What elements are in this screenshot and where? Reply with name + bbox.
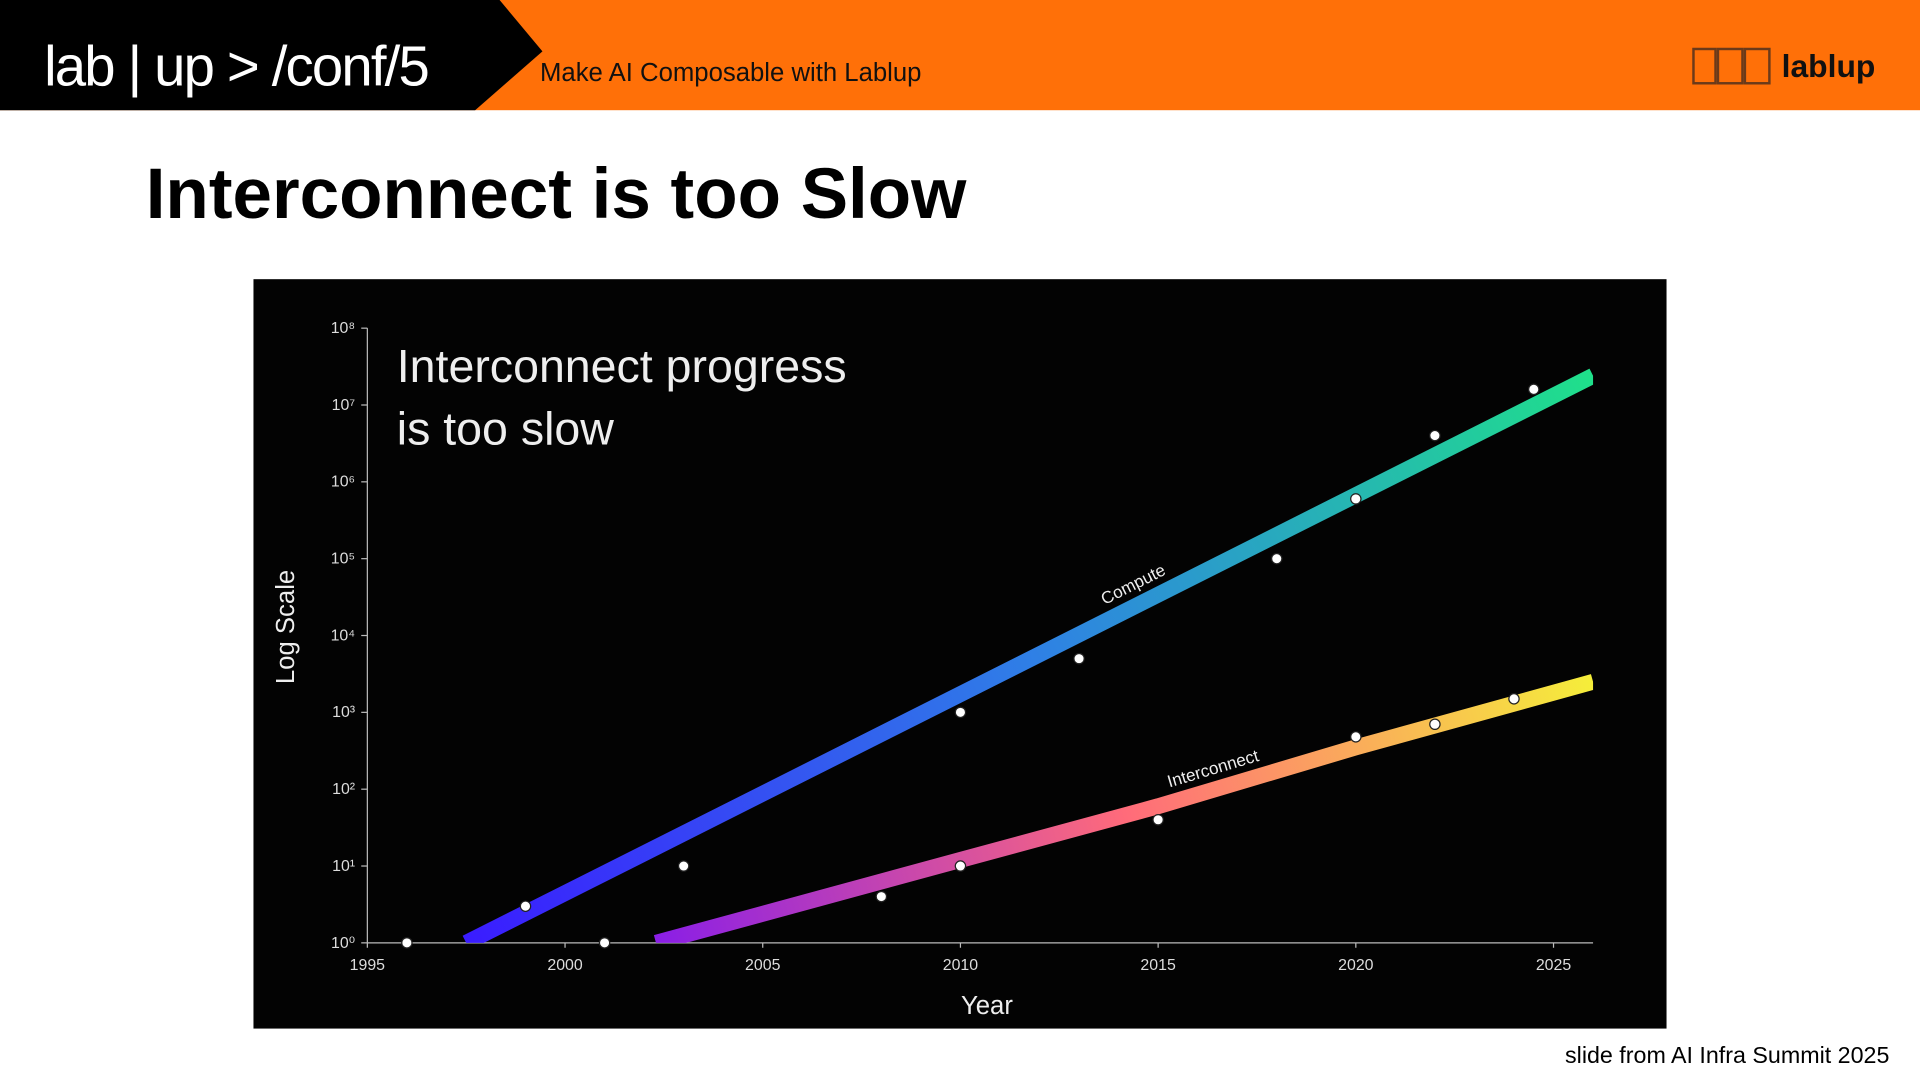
header-logo: lab | up > /conf/5 (44, 35, 428, 98)
trend-line (462, 368, 1594, 943)
x-tick-label: 1995 (350, 957, 386, 974)
data-point (954, 706, 967, 719)
y-tick-label: 10² (332, 781, 355, 798)
data-point (1508, 693, 1520, 705)
x-tick-label: 2015 (1140, 957, 1176, 974)
header-tagline: Make AI Composable with Lablup (540, 59, 921, 87)
data-point (598, 937, 611, 949)
y-tick-label: 10³ (332, 704, 355, 721)
y-tick-label: 10⁸ (331, 320, 355, 337)
header-brand: lablup (1782, 48, 1876, 84)
y-tick-label: 10⁰ (331, 935, 355, 952)
y-tick-label: 10⁶ (331, 474, 355, 491)
data-point (1429, 718, 1441, 731)
data-point (677, 860, 690, 872)
brand-icon (1692, 47, 1771, 85)
footer-note: slide from AI Infra Summit 2025 (1565, 1042, 1889, 1068)
slide-title: Interconnect is too Slow (146, 155, 967, 234)
chart-background (253, 279, 1667, 1029)
y-tick-label: 10⁴ (331, 627, 356, 644)
y-tick-label: 10¹ (332, 858, 355, 875)
data-point (954, 860, 967, 872)
chart-title: is too slow (397, 402, 615, 454)
x-tick-label: 2025 (1536, 957, 1572, 974)
data-point (1350, 731, 1362, 743)
y-tick-label: 10⁷ (332, 397, 356, 414)
data-point (1270, 552, 1283, 565)
x-tick-label: 2005 (745, 957, 781, 974)
data-point (1429, 429, 1441, 442)
data-point (1350, 493, 1362, 505)
data-point (519, 900, 532, 912)
data-point (1527, 383, 1540, 396)
y-tick-label: 10⁵ (331, 551, 355, 568)
x-axis-label: Year (961, 992, 1013, 1020)
chart-title: Interconnect progress (397, 340, 847, 392)
x-tick-label: 2010 (943, 957, 979, 974)
x-tick-label: 2000 (547, 957, 583, 974)
data-point (875, 890, 888, 903)
header-logo-bg (0, 0, 543, 111)
y-axis-label: Log Scale (272, 570, 300, 684)
data-point (1152, 814, 1164, 826)
x-tick-label: 2020 (1338, 957, 1374, 974)
data-point (1073, 652, 1085, 665)
data-point (401, 937, 413, 949)
